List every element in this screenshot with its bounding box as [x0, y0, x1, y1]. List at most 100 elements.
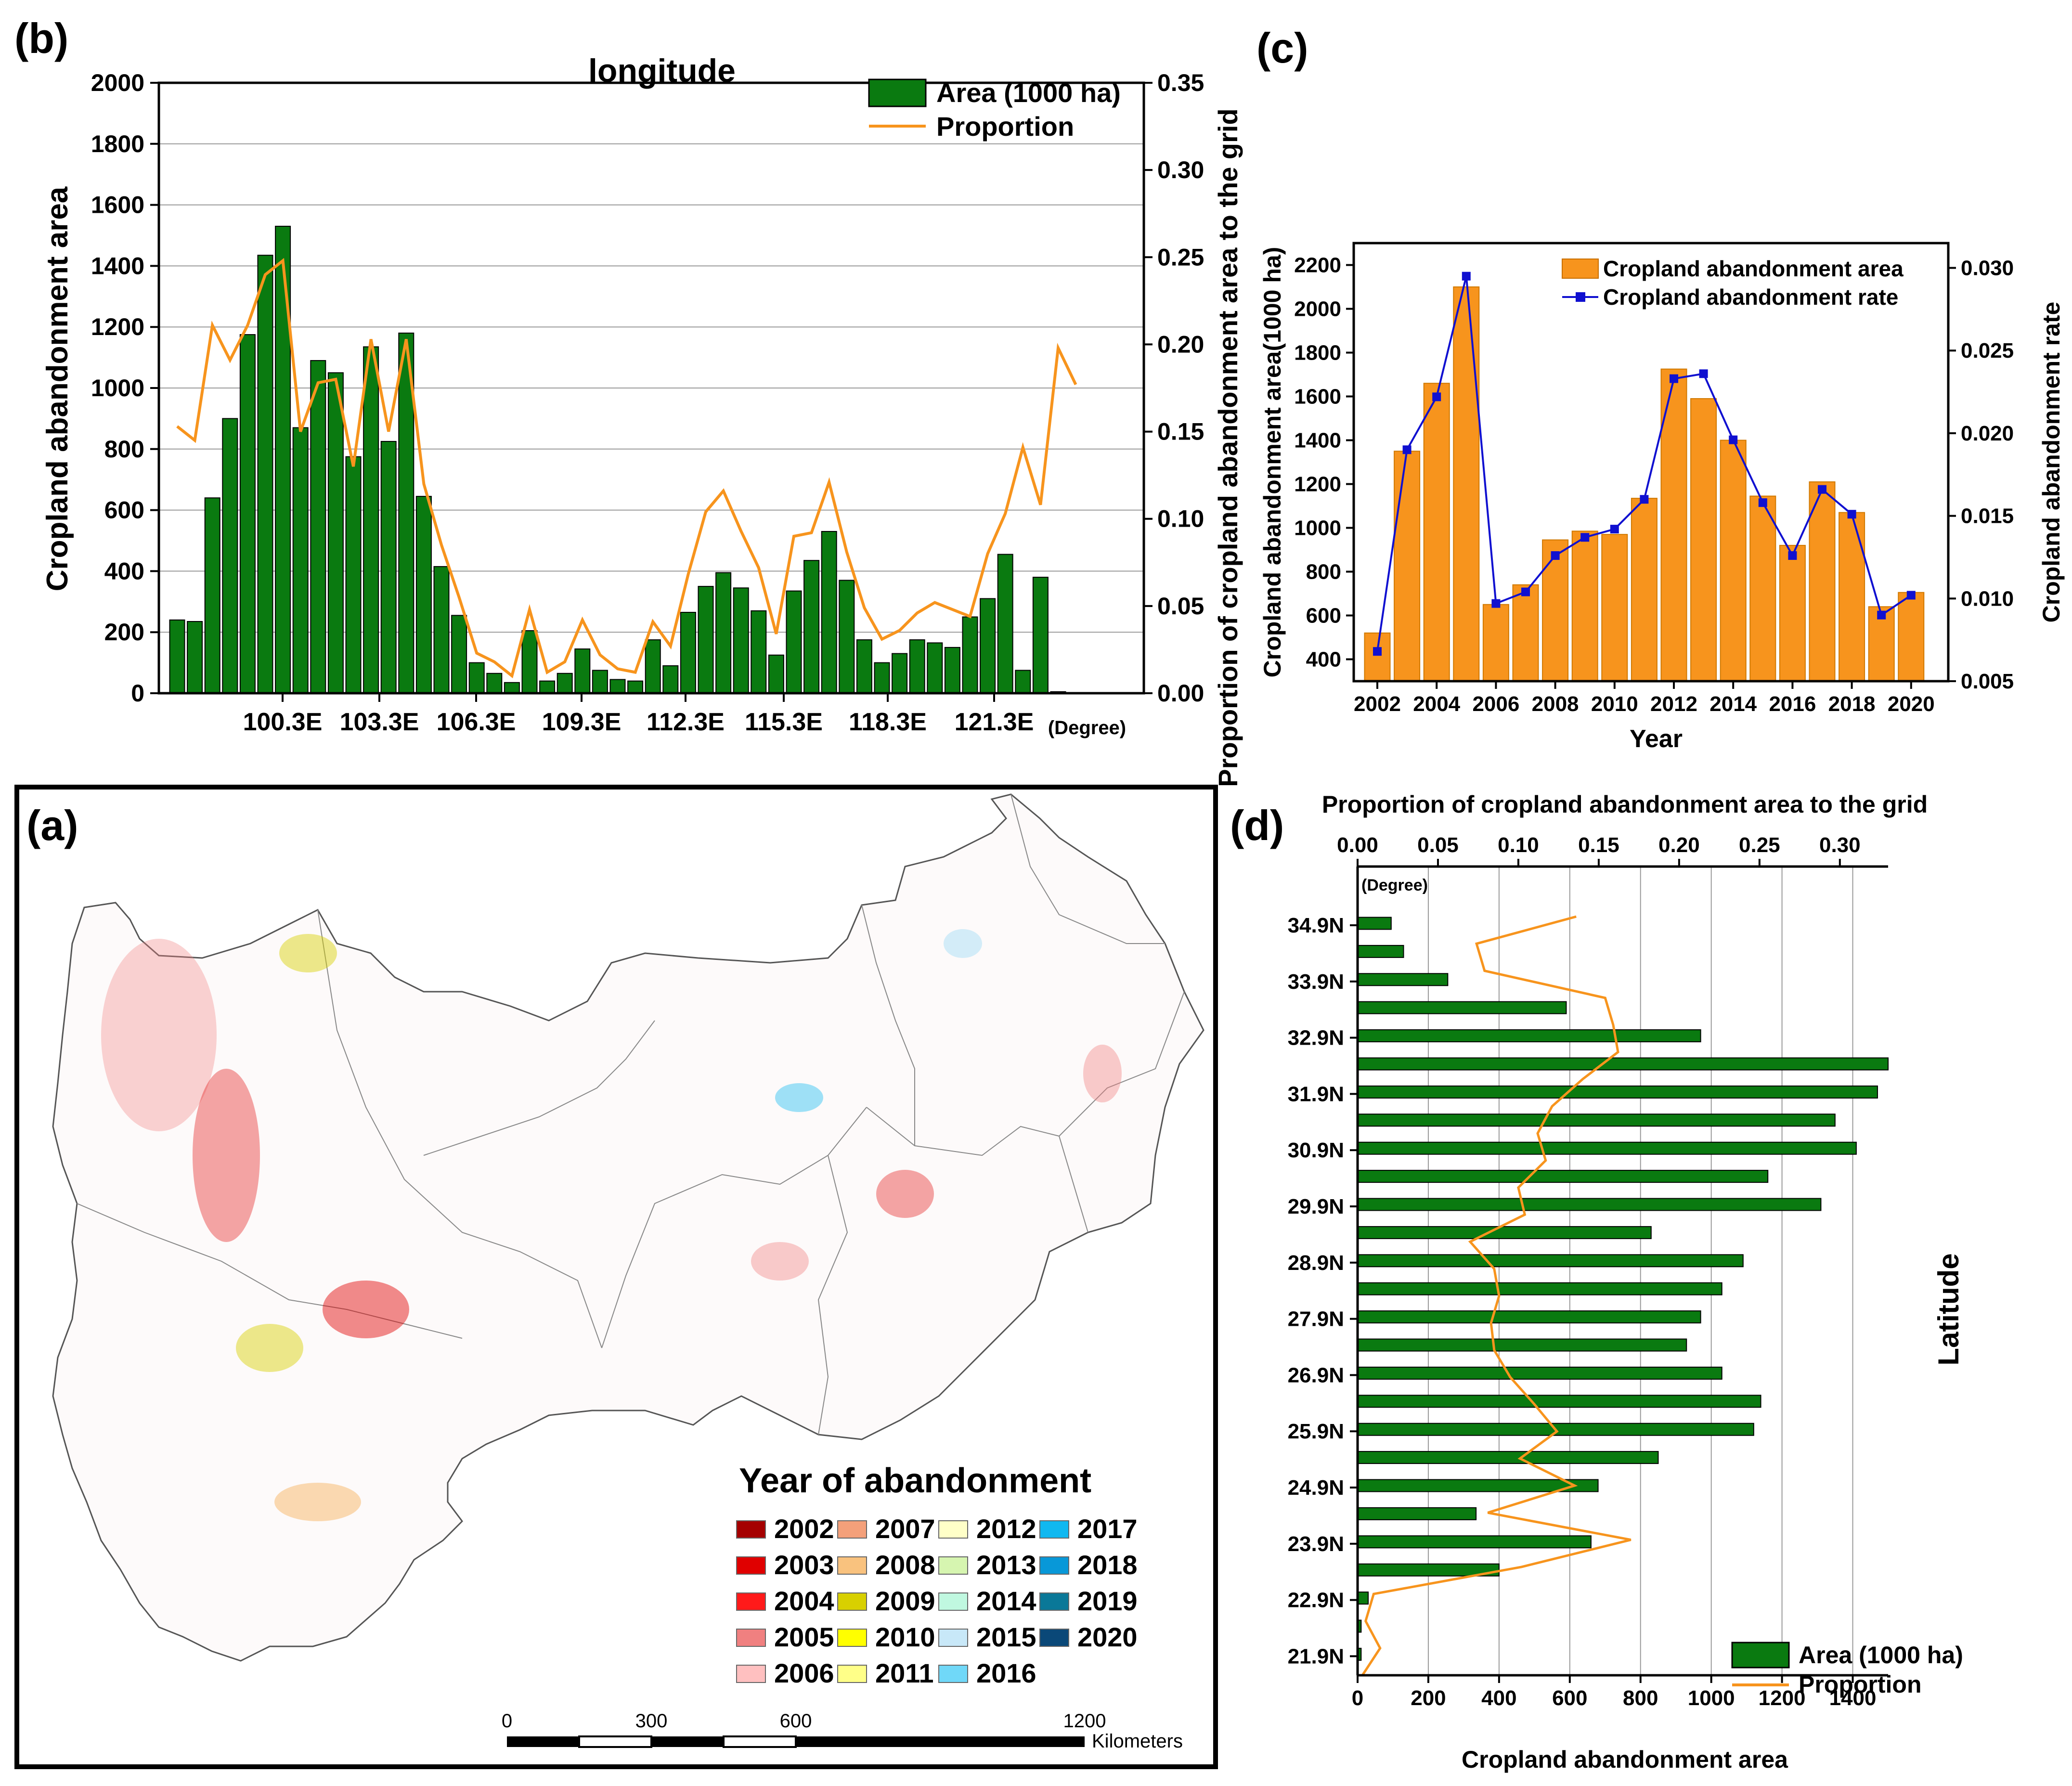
scale-label-0: 0 — [502, 1710, 512, 1732]
legend-swatch-2013 — [938, 1556, 968, 1575]
bar — [275, 225, 291, 694]
panel-b-label: (b) — [14, 14, 68, 62]
y-tick-label: 1800 — [1294, 341, 1341, 365]
legend-year-2002: 2002 — [774, 1514, 834, 1544]
panel-c-x-axis: 2002 2004 2006 2008 2010 2012 2014 2016 2018 2020 — [1354, 681, 1935, 716]
bar — [1032, 577, 1049, 694]
panel-b-y2-axis: 0.00 0.05 0.10 0.15 0.20 0.25 0.30 0.35 — [1144, 69, 1204, 707]
x2-tick-label: 0.15 — [1578, 833, 1619, 857]
bar — [645, 639, 661, 694]
x-tick-label: 100.3E — [243, 708, 323, 736]
y-tick-label: 400 — [104, 557, 144, 584]
rate-marker — [1491, 599, 1501, 608]
y-tick-label: 600 — [104, 497, 144, 524]
legend-swatch-2010 — [837, 1629, 867, 1647]
legend-year-2020: 2020 — [1077, 1622, 1138, 1652]
rate-marker — [1758, 498, 1767, 507]
panel-d-xlabel: Cropland abandonment area — [1462, 1746, 1788, 1773]
x-tick-label: 800 — [1623, 1686, 1658, 1710]
rate-marker — [1670, 374, 1678, 383]
abandonment-patches — [101, 929, 1122, 1521]
legend-swatch-2014 — [938, 1592, 968, 1611]
bar — [521, 630, 538, 694]
panel-b-legend-line-label: Proportion — [936, 111, 1074, 142]
bar — [574, 648, 591, 694]
bar — [1357, 1085, 1878, 1099]
abandonment-cluster — [323, 1281, 409, 1338]
y-tick-label: 1200 — [1294, 473, 1341, 496]
panel-c: (c) 400 600 800 1000 1200 1400 1600 1800 2000 220… — [1256, 24, 2065, 753]
legend-year-2016: 2016 — [976, 1658, 1036, 1688]
legend-year-2014: 2014 — [976, 1586, 1036, 1616]
panel-c-rate-markers — [1373, 272, 1916, 656]
bar — [680, 611, 696, 694]
legend-year-2008: 2008 — [875, 1550, 935, 1580]
scale-bar-segment — [578, 1735, 652, 1748]
bar — [768, 654, 784, 694]
bar — [415, 496, 432, 694]
bar — [1357, 973, 1449, 986]
bar — [257, 255, 273, 694]
bar — [1357, 1338, 1687, 1352]
x-tick-label: 2014 — [1709, 692, 1757, 716]
y-tick-label: 32.9N — [1288, 1026, 1344, 1050]
bar — [1357, 1113, 1836, 1127]
y2-tick-label: 0.20 — [1157, 331, 1204, 358]
y2-tick-label: 0.010 — [1961, 587, 2014, 610]
x-tick-label: 400 — [1481, 1686, 1516, 1710]
bar — [1357, 1451, 1659, 1464]
bar — [1357, 1170, 1769, 1183]
bar — [698, 586, 714, 694]
bar — [874, 662, 890, 694]
rate-marker — [1640, 495, 1649, 504]
y2-tick-label: 0.015 — [1961, 505, 2014, 528]
legend-swatch-2018 — [1039, 1556, 1069, 1575]
x-tick-label: 118.3E — [849, 708, 927, 736]
bar — [539, 680, 556, 694]
legend-year-2012: 2012 — [976, 1514, 1036, 1544]
y-tick-label: 2000 — [1294, 298, 1341, 321]
map-legend-title: Year of abandonment — [739, 1462, 1091, 1500]
panel-d-top-axis-label: Proportion of cropland abandonment area … — [1322, 791, 1928, 818]
legend-year-2006: 2006 — [774, 1658, 834, 1688]
bar — [1631, 498, 1658, 682]
province-border — [861, 905, 915, 1146]
panel-c-legend-line-label: Cropland abandonment rate — [1603, 285, 1898, 310]
panel-c-ylabel: Cropland abandonment area(1000 ha) — [1259, 247, 1286, 678]
x-tick-label: 2018 — [1828, 692, 1876, 716]
x-tick-label: 103.3E — [340, 708, 419, 736]
panel-d-legend-bar-swatch — [1731, 1642, 1790, 1669]
legend-swatch-2005 — [736, 1629, 766, 1647]
legend-swatch-2019 — [1039, 1592, 1069, 1611]
legend-year-2018: 2018 — [1077, 1550, 1138, 1580]
abandonment-cluster — [876, 1170, 934, 1218]
panel-c-label: (c) — [1256, 24, 1308, 72]
y-tick-label: 25.9N — [1288, 1420, 1344, 1443]
legend-year-2017: 2017 — [1077, 1514, 1138, 1544]
y2-tick-label: 0.020 — [1961, 422, 2014, 445]
bar — [504, 682, 520, 694]
y-tick-label: 29.9N — [1288, 1195, 1344, 1218]
bar — [662, 665, 679, 694]
panel-d-x-axis: 0 200 400 600 800 1000 1200 1400 — [1352, 1675, 1876, 1710]
bar — [1357, 1029, 1701, 1043]
x-tick-label: 2008 — [1532, 692, 1579, 716]
y-tick-label: 1600 — [1294, 385, 1341, 409]
y-tick-label: 28.9N — [1288, 1251, 1344, 1275]
panel-d-y-axis: 34.9N 33.9N 32.9N 31.9N 30.9N 29.9N 28.9N 27.9N… — [1288, 914, 1358, 1668]
bar — [1015, 670, 1031, 694]
bar — [486, 673, 503, 694]
bar — [468, 662, 485, 694]
legend-swatch-2002 — [736, 1520, 766, 1539]
bar — [856, 639, 872, 694]
rate-marker — [1580, 533, 1590, 542]
y-tick-label: 1400 — [91, 252, 144, 279]
y-tick-label: 23.9N — [1288, 1532, 1344, 1556]
bar — [909, 639, 925, 694]
panel-c-legend-marker — [1576, 292, 1585, 302]
y-tick-label: 1200 — [91, 313, 144, 340]
panel-d-gridlines — [1427, 867, 1853, 1675]
bar — [733, 587, 749, 694]
scale-bar-segment — [723, 1735, 797, 1748]
